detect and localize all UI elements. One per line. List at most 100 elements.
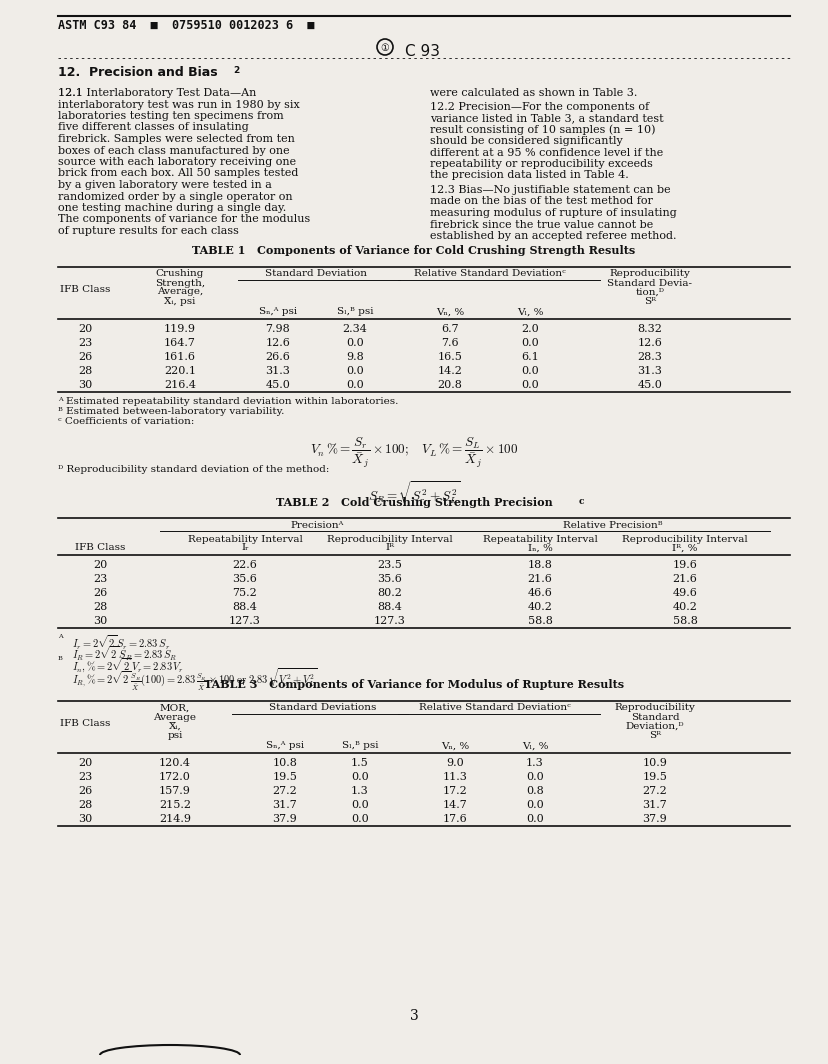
Text: 8.32: 8.32 [637, 323, 662, 333]
Text: 16.5: 16.5 [437, 351, 462, 362]
Text: 21.6: 21.6 [672, 573, 696, 583]
Text: Reproducibility Interval: Reproducibility Interval [327, 534, 452, 544]
Text: established by an accepted referee method.: established by an accepted referee metho… [430, 231, 676, 242]
Text: 20: 20 [93, 560, 107, 569]
Text: 17.2: 17.2 [442, 785, 467, 796]
Text: Iᵣ: Iᵣ [241, 544, 248, 552]
Text: 0.0: 0.0 [346, 380, 363, 389]
Text: Relative Standard Deviationᶜ: Relative Standard Deviationᶜ [414, 269, 566, 279]
Text: 35.6: 35.6 [233, 573, 258, 583]
Text: Reproducibility Interval: Reproducibility Interval [621, 534, 747, 544]
Text: 26: 26 [78, 785, 92, 796]
Text: the precision data listed in Table 4.: the precision data listed in Table 4. [430, 170, 628, 181]
Text: Standard: Standard [630, 713, 678, 721]
Text: 88.4: 88.4 [377, 601, 402, 612]
Text: Reproducibility: Reproducibility [614, 703, 695, 713]
Text: Deviation,ᴰ: Deviation,ᴰ [625, 721, 683, 731]
Text: Average: Average [153, 713, 196, 721]
Text: 0.0: 0.0 [346, 337, 363, 348]
Text: Standard Devia-: Standard Devia- [607, 279, 691, 287]
Text: Repeatability Interval: Repeatability Interval [187, 534, 302, 544]
Text: 30: 30 [78, 814, 92, 824]
Text: 9.8: 9.8 [346, 351, 363, 362]
Text: 0.8: 0.8 [526, 785, 543, 796]
Text: Reproducibility: Reproducibility [609, 269, 690, 279]
Text: Precisionᴬ: Precisionᴬ [291, 520, 344, 530]
Text: 75.2: 75.2 [233, 587, 257, 598]
Text: were calculated as shown in Table 3.: were calculated as shown in Table 3. [430, 88, 637, 98]
Text: 20: 20 [78, 323, 92, 333]
Text: source with each laboratory receiving one: source with each laboratory receiving on… [58, 157, 296, 167]
Text: Sₗ,ᴮ psi: Sₗ,ᴮ psi [336, 307, 373, 316]
Text: ᴬ: ᴬ [58, 633, 63, 643]
Text: 12.  Precision and Bias: 12. Precision and Bias [58, 66, 218, 79]
Text: variance listed in Table 3, a standard test: variance listed in Table 3, a standard t… [430, 113, 663, 123]
Text: 40.2: 40.2 [527, 601, 551, 612]
Text: 28: 28 [93, 601, 107, 612]
Text: $I_{R,}\% = 2\sqrt{2}\,\frac{S_R}{\bar{X}}(100) = 2.83\,\frac{S_R}{\bar{X}} \tim: $I_{R,}\% = 2\sqrt{2}\,\frac{S_R}{\bar{X… [72, 666, 317, 693]
Text: 215.2: 215.2 [159, 799, 190, 810]
Text: 14.2: 14.2 [437, 366, 462, 376]
Text: one testing machine during a single day.: one testing machine during a single day. [58, 203, 286, 213]
Text: 12.1: 12.1 [58, 88, 89, 98]
Text: 46.6: 46.6 [527, 587, 551, 598]
Text: ASTM C93 84  ■  0759510 0012023 6  ■: ASTM C93 84 ■ 0759510 0012023 6 ■ [58, 19, 314, 32]
Text: psi: psi [167, 731, 182, 739]
Text: firebrick since the true value cannot be: firebrick since the true value cannot be [430, 219, 652, 230]
Text: IFB Class: IFB Class [60, 719, 110, 729]
Text: Iᴿ: Iᴿ [385, 544, 394, 552]
Text: 10.8: 10.8 [272, 758, 297, 767]
Text: Sₙ,ᴬ psi: Sₙ,ᴬ psi [258, 307, 296, 316]
Text: 35.6: 35.6 [377, 573, 402, 583]
Text: 23: 23 [78, 771, 92, 781]
Text: $I_r = 2\sqrt{2}\,S_r = 2.83\,S_r$: $I_r = 2\sqrt{2}\,S_r = 2.83\,S_r$ [72, 633, 170, 652]
Text: X̄ᵢ,: X̄ᵢ, [168, 721, 181, 731]
Text: 31.3: 31.3 [637, 366, 662, 376]
Text: Repeatability Interval: Repeatability Interval [482, 534, 597, 544]
Text: TABLE 1   Components of Variance for Cold Crushing Strength Results: TABLE 1 Components of Variance for Cold … [192, 246, 635, 256]
Text: Sₙ,ᴬ psi: Sₙ,ᴬ psi [266, 742, 304, 750]
Text: 0.0: 0.0 [521, 380, 538, 389]
Text: 0.0: 0.0 [521, 366, 538, 376]
Text: of rupture results for each class: of rupture results for each class [58, 226, 238, 236]
Text: 30: 30 [93, 615, 107, 626]
Text: C 93: C 93 [405, 44, 440, 59]
Text: 6.7: 6.7 [440, 323, 458, 333]
Text: tion,ᴰ: tion,ᴰ [635, 287, 664, 297]
Text: 161.6: 161.6 [164, 351, 195, 362]
Text: IFB Class: IFB Class [60, 285, 110, 295]
Text: ᴰ Reproducibility standard deviation of the method:: ᴰ Reproducibility standard deviation of … [58, 466, 329, 475]
Text: 22.6: 22.6 [233, 560, 258, 569]
Text: 220.1: 220.1 [164, 366, 195, 376]
Text: MOR,: MOR, [160, 703, 190, 713]
Text: 49.6: 49.6 [672, 587, 696, 598]
Text: 10.9: 10.9 [642, 758, 667, 767]
Text: Vₙ, %: Vₙ, % [436, 307, 464, 316]
Text: 9.0: 9.0 [445, 758, 464, 767]
Text: IFB Class: IFB Class [75, 544, 125, 552]
Text: 164.7: 164.7 [164, 337, 195, 348]
Text: TABLE 3   Components of Variance for Modulus of Rupture Results: TABLE 3 Components of Variance for Modul… [204, 680, 623, 691]
Text: $V_n\,\% = \dfrac{S_r}{\bar{X}_j} \times 100;\quad V_L\,\% = \dfrac{S_L}{\bar{X}: $V_n\,\% = \dfrac{S_r}{\bar{X}_j} \times… [310, 435, 518, 470]
Text: 157.9: 157.9 [159, 785, 190, 796]
Text: 119.9: 119.9 [164, 323, 195, 333]
Text: repeatability or reproducibility exceeds: repeatability or reproducibility exceeds [430, 159, 652, 169]
Text: 37.9: 37.9 [642, 814, 667, 824]
Text: should be considered significantly: should be considered significantly [430, 136, 622, 146]
Text: 26.6: 26.6 [265, 351, 290, 362]
Text: 127.3: 127.3 [373, 615, 406, 626]
Text: 12.6: 12.6 [637, 337, 662, 348]
Text: 30: 30 [78, 380, 92, 389]
Text: 26: 26 [78, 351, 92, 362]
Text: Sᴿ: Sᴿ [648, 731, 660, 739]
Text: 23: 23 [78, 337, 92, 348]
Text: 23.5: 23.5 [377, 560, 402, 569]
Text: 1.3: 1.3 [526, 758, 543, 767]
Text: ᴮ: ᴮ [58, 655, 63, 665]
Text: five different classes of insulating: five different classes of insulating [58, 122, 248, 133]
Text: 0.0: 0.0 [351, 814, 368, 824]
Text: 1.5: 1.5 [351, 758, 368, 767]
Text: 27.2: 27.2 [272, 785, 297, 796]
Text: 0.0: 0.0 [526, 771, 543, 781]
Text: Strength,: Strength, [155, 279, 205, 287]
